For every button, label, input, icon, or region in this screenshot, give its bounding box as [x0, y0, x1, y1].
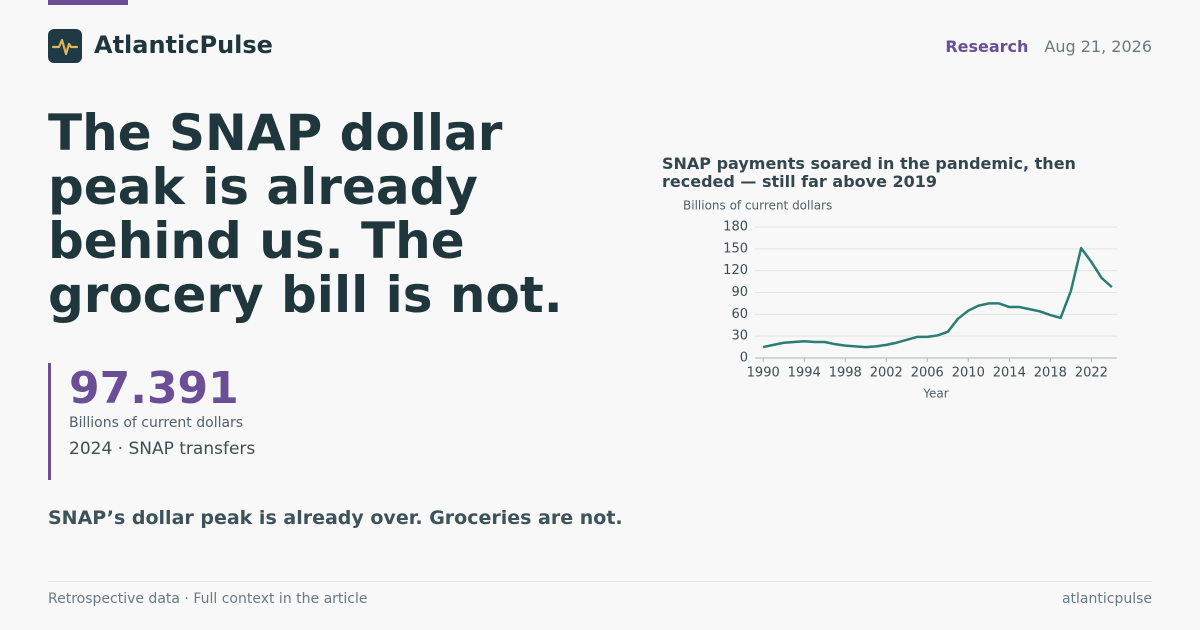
- logo: [48, 29, 82, 63]
- nav-link[interactable]: Research: [945, 37, 1029, 56]
- footer-note: Retrospective data · Full context in the…: [48, 591, 368, 607]
- divider: [48, 581, 1152, 582]
- x-tick-label: 2014: [993, 366, 1026, 381]
- x-tick-label: 1990: [747, 366, 780, 381]
- nav: Research Aug 21, 2026: [929, 37, 1152, 56]
- stat-caption: 2024 · SNAP transfers: [69, 439, 256, 459]
- footer-site: atlanticpulse: [1061, 591, 1152, 607]
- data-line: [762, 246, 1113, 349]
- x-tick-label: 1998: [829, 366, 862, 381]
- y-tick-label: 120: [723, 263, 748, 278]
- y-tick-label: 180: [723, 220, 748, 235]
- dek: SNAP’s dollar peak is already over. Groc…: [48, 507, 623, 529]
- x-tick-label: 2002: [870, 366, 903, 381]
- y-tick-label: 30: [731, 329, 748, 344]
- x-tick-label: 1994: [788, 366, 821, 381]
- chart-title: SNAP payments soared in the pandemic, th…: [662, 154, 1076, 191]
- y-tick-label: 90: [731, 285, 748, 300]
- stat-value: 97.391: [69, 363, 239, 414]
- y-axis-label: Billions of current dollars: [683, 199, 832, 213]
- x-axis-label: Year: [922, 387, 948, 401]
- brand: AtlanticPulse: [94, 31, 273, 59]
- date: Aug 21, 2026: [1044, 37, 1152, 56]
- accent-bar: [48, 0, 128, 5]
- x-tick-label: 2010: [952, 366, 985, 381]
- y-tick-label: 60: [731, 307, 748, 322]
- headline: The SNAP dollar peak is already behind u…: [48, 104, 563, 324]
- stat-block: 97.391 Billions of current dollars 2024 …: [48, 363, 469, 480]
- x-tick-label: 2022: [1075, 366, 1108, 381]
- x-tick-label: 2018: [1034, 366, 1067, 381]
- stat-unit: Billions of current dollars: [69, 415, 244, 431]
- chart: Billions of current dollars Year 0 30 60 90…: [683, 199, 1117, 401]
- x-tick-label: 2006: [911, 366, 944, 381]
- y-tick-label: 150: [723, 241, 748, 256]
- y-tick-label: 0: [740, 351, 748, 366]
